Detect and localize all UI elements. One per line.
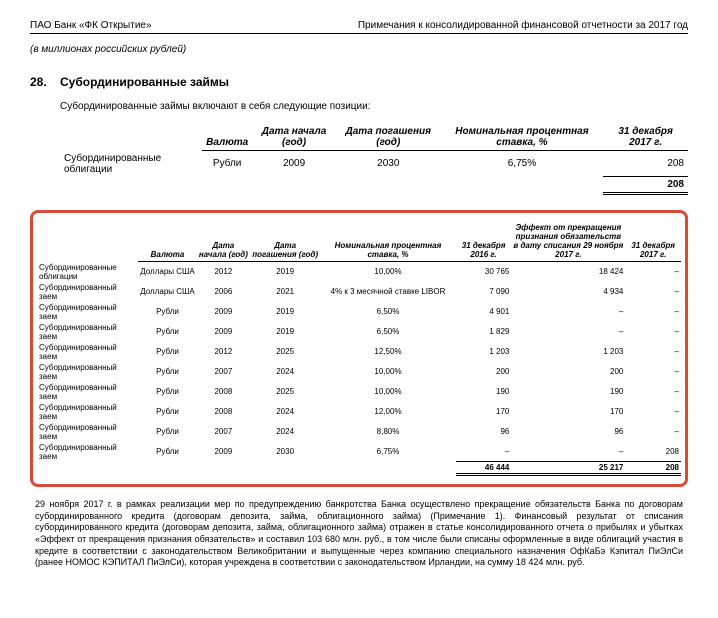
th-end: Дата погашения (год) bbox=[336, 124, 441, 151]
th-rate: Номинальная процентная ставка, % bbox=[441, 124, 604, 151]
table-total: 46 44425 217208 bbox=[37, 462, 681, 475]
header-right: Примечания к консолидированной финансово… bbox=[358, 20, 688, 31]
table-row: Субординированный заемРубли2007202410,00… bbox=[37, 362, 681, 382]
table-row: Субординированный заемРубли200720248,80%… bbox=[37, 422, 681, 442]
th2-dec16: 31 декабря 2016 г. bbox=[456, 221, 512, 262]
table-row: Субординированный заемРубли2008202510,00… bbox=[37, 382, 681, 402]
highlighted-region: Валюта Дата начала (год) Дата погашения … bbox=[30, 210, 688, 487]
th-currency: Валюта bbox=[202, 124, 252, 151]
table-row: Субординированный заемРубли2008202412,00… bbox=[37, 402, 681, 422]
th2-rate: Номинальная процентная ставка, % bbox=[320, 221, 456, 262]
th-dec17: 31 декабря 2017 г. bbox=[603, 124, 688, 151]
currency-note: (в миллионах российских рублей) bbox=[30, 44, 688, 55]
th2-currency: Валюта bbox=[138, 221, 196, 262]
table-total: 208 bbox=[60, 177, 688, 194]
section-title: Субординированные займы bbox=[60, 75, 229, 89]
table-row: Субординированные облигации Рубли 2009 2… bbox=[60, 151, 688, 177]
table-row: Субординированный заемРубли200920196,50%… bbox=[37, 322, 681, 342]
header-left: ПАО Банк «ФК Открытие» bbox=[30, 20, 152, 31]
section-number: 28. bbox=[30, 75, 60, 89]
table-row: Субординированный заемРубли2012202512,50… bbox=[37, 342, 681, 362]
page-header: ПАО Банк «ФК Открытие» Примечания к конс… bbox=[30, 20, 688, 34]
section-heading: 28. Субординированные займы bbox=[30, 75, 688, 89]
th2-start: Дата начала (год) bbox=[197, 221, 250, 262]
table-row: Субординированный заемРубли200920196,50%… bbox=[37, 302, 681, 322]
th2-end: Дата погашения (год) bbox=[250, 221, 320, 262]
footnote-text: 29 ноября 2017 г. в рамках реализации ме… bbox=[35, 499, 683, 569]
th-start: Дата начала (год) bbox=[252, 124, 336, 151]
table-row: Субординированный заемДоллары США2006202… bbox=[37, 282, 681, 302]
th2-dec17: 31 декабря 2017 г. bbox=[625, 221, 681, 262]
table-row: Субординированные облигацииДоллары США20… bbox=[37, 262, 681, 282]
th2-effect: Эффект от прекращения признания обязател… bbox=[511, 221, 625, 262]
table-row: Субординированный заемРубли200920306,75%… bbox=[37, 442, 681, 462]
summary-table: Валюта Дата начала (год) Дата погашения … bbox=[60, 124, 688, 195]
intro-text: Субординированные займы включают в себя … bbox=[60, 101, 688, 112]
detail-table: Валюта Дата начала (год) Дата погашения … bbox=[37, 221, 681, 476]
